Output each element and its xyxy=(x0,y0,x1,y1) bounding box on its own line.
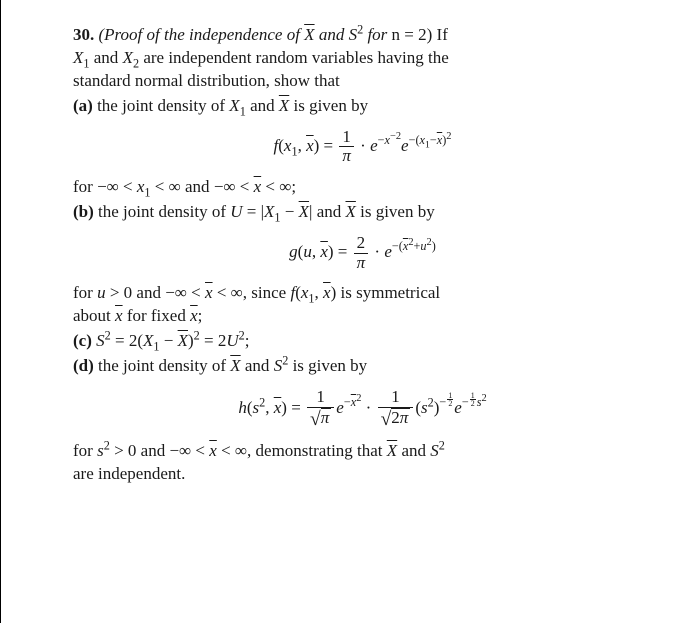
b-range: for u > 0 and −∞ < x < ∞, since f(x1, x)… xyxy=(73,282,652,328)
part-b: (b) the joint density of U = |X1 − X| an… xyxy=(73,201,652,224)
equation-b: g(u, x) = 2 π · e−(x2+u2) xyxy=(73,234,652,272)
intro-l3: standard normal distribution, show that xyxy=(73,71,340,90)
a-range: for −∞ < x1 < ∞ and −∞ < x < ∞; xyxy=(73,176,652,199)
d-range: for s2 > 0 and −∞ < x < ∞, demonstrating… xyxy=(73,440,652,486)
title-n: n = 2) xyxy=(392,25,433,44)
part-a: (a) the joint density of X1 and X is giv… xyxy=(73,95,652,118)
title-rest: and S xyxy=(315,25,358,44)
problem-number: 30. xyxy=(73,25,94,44)
title-xbar: X xyxy=(304,26,314,43)
x1: X xyxy=(73,48,83,67)
title-italic-1: (Proof of the independence of xyxy=(99,25,305,44)
equation-d: h(s2, x) = 1 √π e−x2 · 1 √2π (s2)−12e−12… xyxy=(73,388,652,430)
part-d: (d) the joint density of X and S2 is giv… xyxy=(73,355,652,378)
problem-header: 30. (Proof of the independence of X and … xyxy=(73,24,652,93)
part-c: (c) S2 = 2(X1 − X)2 = 2U2; xyxy=(73,330,652,353)
frac-1-over-pi: 1 π xyxy=(339,128,354,166)
title-after: If xyxy=(432,25,448,44)
a-label: (a) xyxy=(73,96,93,115)
title-for: for xyxy=(363,25,391,44)
page: 30. (Proof of the independence of X and … xyxy=(0,0,700,623)
equation-a: f(x1, x) = 1 π · e−x−2e−(x1−x)2 xyxy=(73,128,652,166)
